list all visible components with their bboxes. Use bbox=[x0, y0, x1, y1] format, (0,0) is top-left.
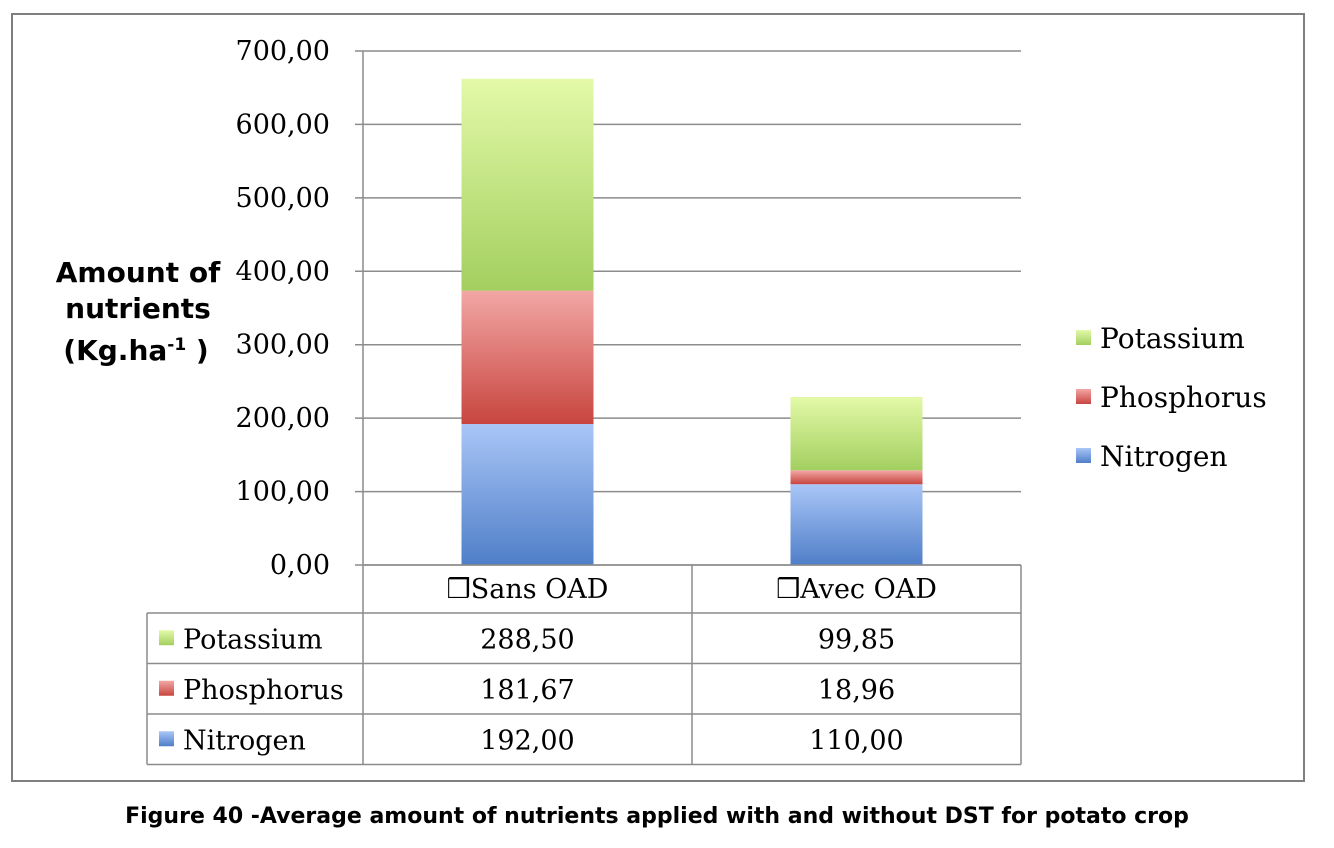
bar-phosphorus-1 bbox=[461, 290, 594, 425]
y-tick-label: 600,00 bbox=[236, 109, 330, 140]
bar-nitrogen-2 bbox=[790, 484, 923, 565]
bar-potassium-2 bbox=[790, 396, 923, 471]
table-value-cell: 192,00 bbox=[480, 725, 574, 756]
legend-label-nitrogen: Nitrogen bbox=[1100, 440, 1227, 473]
table-row-label: Potassium bbox=[183, 624, 323, 655]
figure-caption: Figure 40 -Average amount of nutrients a… bbox=[125, 804, 1189, 829]
legend-key-nitrogen bbox=[1076, 448, 1091, 463]
bar-phosphorus-2 bbox=[790, 470, 923, 485]
table-legend-key-phosphorus bbox=[159, 680, 174, 696]
bar-potassium-1 bbox=[461, 78, 594, 291]
y-tick-label: 200,00 bbox=[236, 403, 330, 434]
y-axis-label-line3: (Kg.ha-1 ) bbox=[63, 334, 208, 367]
y-axis-label-line1: Amount of bbox=[56, 256, 221, 289]
bars bbox=[461, 78, 923, 565]
legend-key-potassium bbox=[1076, 330, 1091, 345]
y-axis-label-line2: nutrients bbox=[65, 292, 211, 325]
y-tick-label: 100,00 bbox=[236, 477, 330, 508]
y-tick-label: 500,00 bbox=[236, 183, 330, 214]
y-tick-label: 700,00 bbox=[236, 36, 330, 67]
y-axis-label: Amount of nutrients (Kg.ha-1 ) bbox=[56, 256, 221, 367]
y-tick-label: 0,00 bbox=[270, 550, 330, 581]
y-tick-label: 300,00 bbox=[236, 330, 330, 361]
table-value-cell: 110,00 bbox=[809, 725, 903, 756]
y-tick-label: 400,00 bbox=[236, 256, 330, 287]
table-header-cell: ❒Sans OAD bbox=[447, 574, 609, 605]
y-axis-ticks: 0,00 100,00 200,00 300,00 400,00 500,00 600,00… bbox=[236, 36, 330, 581]
table-legend-key-potassium bbox=[159, 630, 174, 646]
table-row-label: Nitrogen bbox=[183, 725, 306, 756]
table-header-cell: ❒Avec OAD bbox=[776, 574, 937, 605]
legend-key-phosphorus bbox=[1076, 389, 1091, 404]
table-value-cell: 288,50 bbox=[480, 624, 574, 655]
table-value-cell: 181,67 bbox=[480, 675, 574, 706]
table-legend-key-nitrogen bbox=[159, 731, 174, 747]
table-row-label: Phosphorus bbox=[183, 675, 344, 706]
legend-label-potassium: Potassium bbox=[1100, 322, 1245, 355]
bar-nitrogen-1 bbox=[461, 424, 594, 565]
table-value-cell: 99,85 bbox=[818, 624, 895, 655]
legend: Potassium Phosphorus Nitrogen bbox=[1076, 322, 1267, 473]
data-table: ❒Sans OAD ❒Avec OAD Potassium 288,50 99,85 Ph… bbox=[146, 564, 1022, 766]
table-value-cell: 18,96 bbox=[818, 675, 895, 706]
legend-label-phosphorus: Phosphorus bbox=[1100, 381, 1267, 414]
